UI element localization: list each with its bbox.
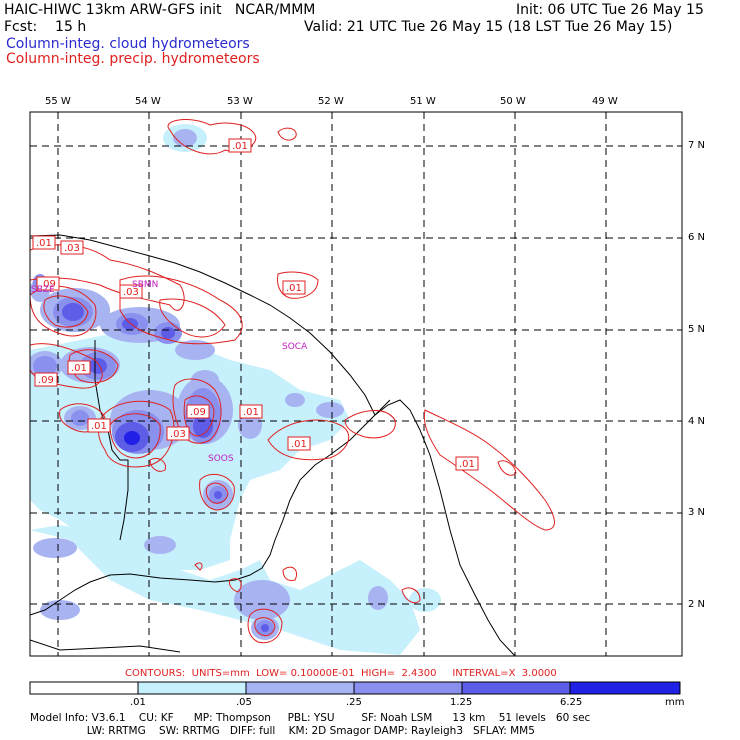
contour-label: .03 [123,287,139,298]
station-label-sbze: SBZE [31,285,55,295]
lat-label-6n: 6 N [688,232,706,243]
contour-label: .01 [91,421,107,432]
lat-label-3n: 3 N [688,507,706,518]
contour-label: .01 [71,363,87,374]
init-time: Init: 06 UTC Tue 26 May 15 [516,2,704,18]
legend-precip-hydrometeors: Column-integ. precip. hydrometeors [6,51,260,67]
precip-contours [30,119,555,644]
lat-lon-grid [30,112,682,656]
valid-time: Valid: 21 UTC Tue 26 May 15 (18 LST Tue … [304,19,673,35]
cloud-shading-light [30,124,441,655]
map-frame [29,111,683,657]
station-label-sbmn: SBMN [132,280,158,290]
colorbar-unit: mm [665,697,685,708]
contour-label: .01 [291,439,307,450]
contour-label: .09 [40,279,56,290]
contour-info: CONTOURS: UNITS=mm LOW= 0.10000E-01 HIGH… [125,668,557,679]
model-info-line2: LW: RRTMG SW: RRTMG DIFF: full KM: 2D Sm… [30,725,535,737]
legend-cloud-hydrometeors: Column-integ. cloud hydrometeors [6,36,250,52]
lon-label-49w: 49 W [592,96,618,107]
lon-label-53w: 53 W [227,96,253,107]
lon-label-54w: 54 W [135,96,161,107]
model-info-line1: Model Info: V3.6.1 CU: KF MP: Thompson P… [30,712,591,724]
lat-label-4n: 4 N [688,416,706,427]
lat-label-5n: 5 N [688,324,706,335]
coastline [30,234,516,656]
contour-label: .03 [64,243,80,254]
contour-label: .09 [190,407,206,418]
lon-label-52w: 52 W [318,96,344,107]
station-label-soos: SOOS [208,454,234,464]
lon-label-51w: 51 W [410,96,436,107]
contour-label-boxes [32,138,479,471]
colorbar-label: .25 [346,697,362,708]
contour-label: .01 [286,283,302,294]
contour-label: .01 [243,407,259,418]
colorbar [29,681,681,695]
lon-label-50w: 50 W [500,96,526,107]
lat-label-2n: 2 N [688,599,706,610]
station-label-soca: SOCA [282,342,308,352]
lon-label-55w: 55 W [45,96,71,107]
colorbar-label: 1.25 [450,697,473,708]
contour-label: .01 [459,459,475,470]
contour-label: .03 [170,429,186,440]
colorbar-label: .05 [236,697,252,708]
colorbar-label: .01 [130,697,146,708]
lat-label-7n: 7 N [688,140,706,151]
contour-label: .09 [38,375,54,386]
contour-label: .01 [36,238,52,249]
colorbar-label: 6.25 [560,697,583,708]
contour-label: .01 [232,141,248,152]
map-title: HAIC-HIWC 13km ARW-GFS init NCAR/MMM [4,2,316,18]
forecast-hour: Fcst: 15 h [4,19,87,35]
